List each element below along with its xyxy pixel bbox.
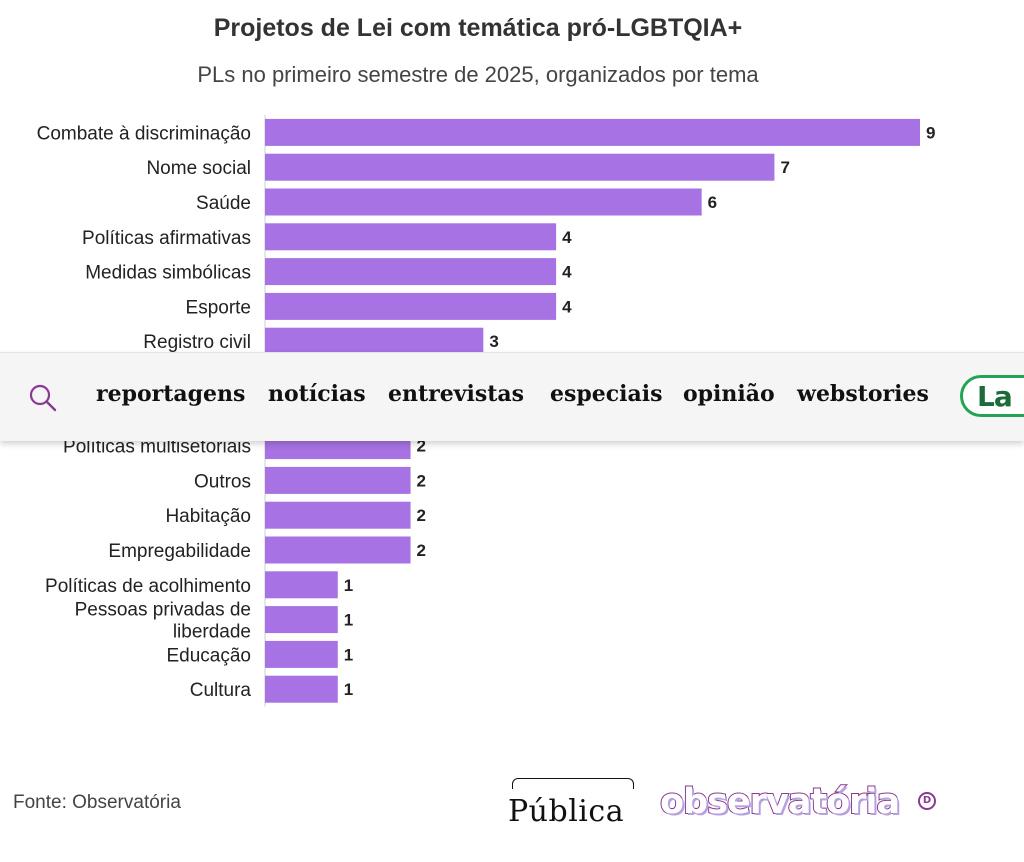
bar-value-label: 9 (926, 123, 935, 142)
bar-value-label: 4 (562, 297, 572, 316)
source-note: Fonte: Observatória (13, 792, 181, 813)
bar (265, 640, 338, 668)
chart-title: Projetos de Lei com temática pró-LGBTQIA… (213, 14, 743, 42)
bar (265, 327, 484, 355)
bar-value-label: 1 (344, 576, 353, 595)
chart-subtitle: PLs no primeiro semestre de 2025, organi… (197, 62, 759, 87)
bar (265, 675, 338, 703)
category-label: Outros (194, 471, 251, 492)
nav-item-reportagens[interactable]: reportagens (96, 381, 246, 407)
nav-item-noticias[interactable]: notícias (268, 381, 366, 407)
nav-item-especiais[interactable]: especiais (550, 381, 663, 407)
category-label: Esporte (186, 297, 251, 318)
bar (265, 118, 920, 146)
publica-logo-bracket (512, 778, 634, 789)
bar-value-label: 7 (780, 158, 789, 177)
bar (265, 153, 775, 181)
site-navbar: reportagens notícias entrevistas especia… (0, 352, 1024, 441)
bar-value-label: 2 (417, 437, 426, 456)
bar-value-label: 2 (417, 471, 426, 490)
search-icon[interactable] (28, 383, 58, 413)
bar (265, 536, 411, 564)
category-label: Saúde (196, 193, 251, 214)
bar-value-label: 1 (344, 680, 353, 699)
observatoria-logo-mark: D (918, 792, 936, 810)
nav-item-entrevistas[interactable]: entrevistas (388, 381, 525, 407)
bar (265, 571, 338, 599)
nav-pill-button[interactable]: La (960, 375, 1024, 417)
category-label: Educação (166, 645, 251, 666)
category-label: Políticas multisetoriais (63, 437, 251, 458)
bar-value-label: 1 (344, 611, 353, 630)
category-label: Políticas afirmativas (82, 228, 251, 249)
bar-value-label: 3 (489, 332, 498, 351)
observatoria-logo[interactable]: observatória (659, 781, 901, 823)
nav-item-opiniao[interactable]: opinião (683, 381, 775, 407)
publica-logo-text: Pública (508, 794, 625, 829)
category-label: Medidas simbólicas (85, 263, 251, 284)
bar-value-label: 2 (417, 506, 426, 525)
category-label: Nome social (146, 158, 251, 179)
bar (265, 501, 411, 529)
bar (265, 258, 557, 286)
bar (265, 292, 557, 320)
bar-value-label: 2 (417, 541, 426, 560)
bar (265, 223, 557, 251)
category-label: Cultura (190, 680, 252, 701)
bar-value-label: 1 (344, 645, 353, 664)
bar (265, 606, 338, 634)
category-label: Registro civil (143, 332, 251, 353)
bar (265, 466, 411, 494)
bar-value-label: 6 (708, 193, 717, 212)
bar-value-label: 4 (562, 228, 572, 247)
nav-pill-label: La (977, 380, 1013, 413)
category-label: Políticas de acolhimento (45, 576, 251, 597)
bar-value-label: 4 (562, 263, 572, 282)
category-label: Pessoas privadas de liberdade (75, 600, 251, 643)
bar (265, 188, 702, 216)
category-label: Habitação (165, 506, 251, 527)
publica-logo[interactable]: Pública (508, 776, 636, 836)
category-label: Empregabilidade (108, 541, 251, 562)
category-label: Combate à discriminação (37, 123, 251, 144)
nav-item-webstories[interactable]: webstories (797, 381, 929, 407)
